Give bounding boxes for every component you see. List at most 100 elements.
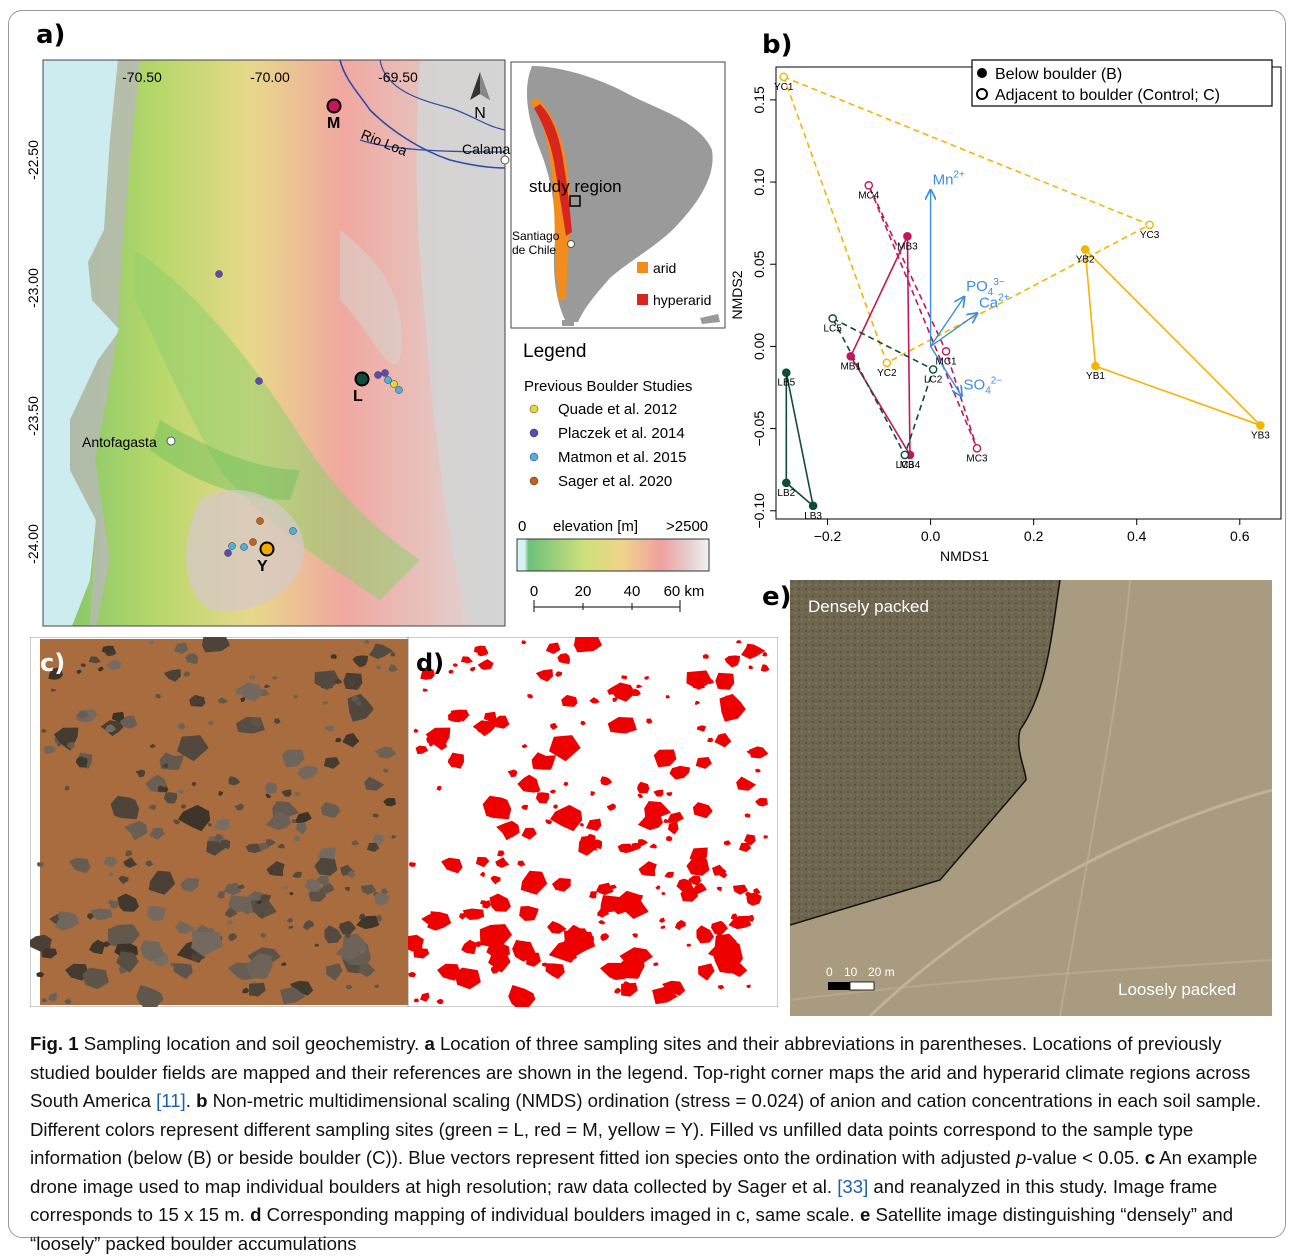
boulder [178,722,186,730]
boulder [82,967,109,990]
boulder-outline [454,967,481,990]
boulder [355,701,362,706]
boulder-outline [702,654,709,659]
boulder [266,861,285,877]
boulder [374,984,379,989]
site-m-label: M [327,115,340,132]
sat-scale-bar-black [828,982,850,990]
boulder [240,697,246,702]
hull-y-control [782,75,1152,364]
boulder-outline [744,813,751,818]
boulder-outline [545,963,565,980]
caption-ref-11[interactable]: [11] [156,1090,186,1111]
boulder-outline [686,943,692,947]
boulder [148,870,176,895]
boulder [75,756,88,768]
boulder [57,742,61,747]
boulder [264,684,271,689]
boulder [260,933,266,938]
boulder-outline [475,856,490,868]
boulder [124,820,148,841]
point-label: LC5 [824,323,843,334]
data-point-mb3 [903,231,912,241]
boulder [228,895,251,914]
boulder [366,842,380,852]
boulder [157,785,169,793]
boulder-outline [747,914,755,923]
boulder [283,885,289,890]
scale-tick: 0 [530,583,538,600]
boulder [149,743,156,748]
caption-e: e [859,1204,871,1225]
boulder-outline [512,940,537,962]
data-point-yb1 [1091,361,1100,371]
boulder-outline [661,892,666,896]
boulder [245,843,263,854]
boulder [246,953,273,979]
data-point-mc1 [941,347,951,356]
y-tick-label: 0.05 [751,250,767,277]
boulder [235,689,243,695]
site-m-marker [326,98,342,114]
boulder [181,804,186,809]
boulder-outline [662,980,686,996]
boulder-outline [600,776,613,786]
boulder-outline [408,934,424,953]
sat-scale-tick: 20 m [868,965,895,979]
caption-ref-33[interactable]: [33] [837,1175,869,1197]
boulder-outline [542,962,548,967]
legend-subtitle: Previous Boulder Studies [524,378,692,395]
boulder-outline [631,912,637,917]
boulder [101,645,115,654]
boulder [381,888,389,895]
boulder-outline [424,917,432,922]
boulder-outline [497,850,505,857]
boulder-outline [413,728,419,733]
boulder [173,642,189,654]
boulder-outline [508,985,536,1007]
boulder-outline [716,886,722,892]
boulder-outline [535,669,553,682]
boulder [52,917,60,922]
boulder-outline [408,972,417,978]
boulder-outline [649,843,657,849]
caption-title: Sampling location and soil geochemistry. [78,1033,425,1054]
boulder [116,951,139,973]
city-calama-marker [500,155,510,165]
caption-sep: . [185,1090,197,1111]
boulder-outline [600,895,623,914]
point-label: YB2 [1076,254,1095,265]
data-point-yc1 [779,72,789,82]
boulder [170,962,176,967]
y-tick-label: −0.10 [751,493,767,529]
ion-vector-label: SO42− [964,376,1003,397]
boulder-outline [521,804,529,810]
boulder [102,941,111,948]
boulder [160,782,167,788]
legend-label-adjacent: Adjacent to boulder (Control; C) [995,87,1220,104]
boulder [105,724,116,733]
lat-tick: -24.00 [25,524,41,564]
boulder-outline [622,717,635,728]
boulder [190,953,206,962]
boulder-outline [490,875,501,885]
point-label: MB3 [897,241,918,252]
ion-vector-label: PO43− [966,277,1005,298]
boulder [189,694,206,707]
boulder-outline [474,941,483,948]
boulder-outline [449,710,460,719]
boulder-outline [755,768,761,773]
boulder-outline [723,840,732,846]
site-l-marker [354,371,370,387]
boulder-outline [741,643,766,660]
boulder-outline [479,924,513,949]
boulder [330,654,337,659]
boulder [259,842,270,851]
boulder [76,669,82,674]
boulder [173,819,181,825]
boulder [140,940,165,962]
boulder-outline [534,763,541,768]
boulder-outline [686,670,713,690]
boulder-outline [646,718,653,724]
point-label: YB1 [1086,371,1105,382]
